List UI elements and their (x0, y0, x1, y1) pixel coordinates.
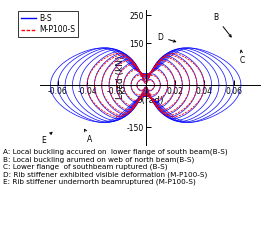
Text: A: Local buckling accured on  lower flange of south beam(B-S)
B: Local buckling : A: Local buckling accured on lower flang… (3, 149, 227, 185)
Text: C: C (240, 50, 245, 64)
Y-axis label: Load (kN): Load (kN) (116, 56, 125, 99)
Text: A: A (85, 129, 93, 144)
Text: B: B (213, 13, 231, 37)
X-axis label: θ(rad): θ(rad) (136, 96, 164, 105)
Text: E: E (41, 132, 52, 145)
Text: D: D (157, 33, 176, 42)
Legend: B-S, M-P100-S: B-S, M-P100-S (18, 11, 78, 37)
